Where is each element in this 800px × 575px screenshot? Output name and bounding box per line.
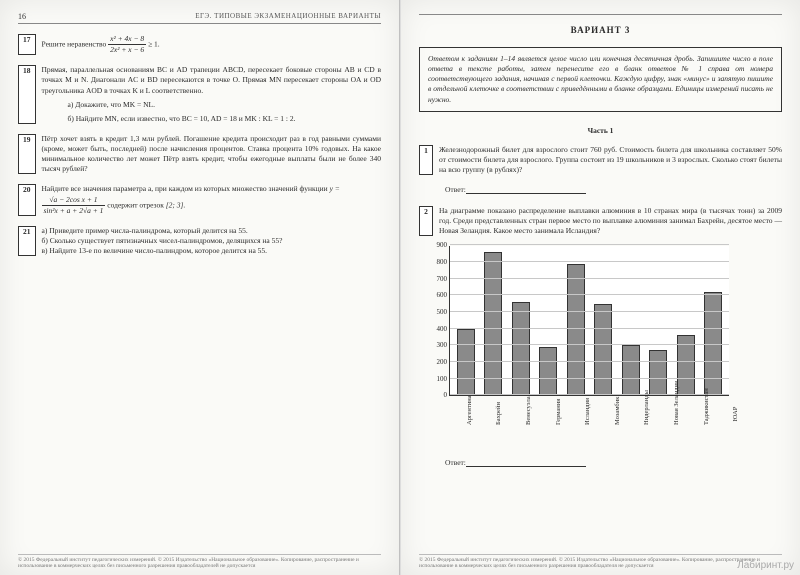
part-title: Часть 1: [419, 126, 782, 135]
fraction: √a − 2cos x + 1 sin²x + a + 2√a + 1: [42, 195, 106, 216]
numerator: √a − 2cos x + 1: [42, 195, 106, 206]
gridline: 400: [450, 328, 729, 329]
y-tick-label: 300: [437, 341, 451, 349]
y-tick-label: 600: [437, 291, 451, 299]
gridline: 300: [450, 344, 729, 345]
right-page: ВАРИАНТ 3 Ответом к заданиям 1–14 являет…: [400, 0, 800, 575]
task-18: 18 Прямая, параллельная основаниям BC и …: [18, 65, 381, 124]
task-lead: Решите неравенство: [42, 39, 109, 48]
right-header: [419, 12, 782, 15]
task-num: 2: [419, 206, 433, 236]
y-tick-label: 500: [437, 308, 451, 316]
task-num: 1: [419, 145, 433, 175]
task-lead: Найдите все значения параметра a, при ка…: [42, 184, 330, 193]
watermark: Лабиринт.ру: [737, 560, 794, 571]
page-number: 16: [18, 12, 26, 21]
task-tail: ≥ 1.: [148, 39, 160, 48]
y-tick-label: 100: [437, 375, 451, 383]
task-body: На диаграмме показано распределение выпл…: [439, 206, 782, 236]
task-17: 17 Решите неравенство x² + 4x − 8 2x² + …: [18, 34, 381, 55]
y-tick-label: 0: [444, 391, 451, 399]
answer-line-2: Ответ:: [445, 458, 782, 467]
gridline: 700: [450, 278, 729, 279]
task-num: 19: [18, 134, 36, 175]
task-num: 18: [18, 65, 36, 124]
task-2: 2 На диаграмме показано распределение вы…: [419, 206, 782, 236]
task-21: 21 а) Приведите пример числа-палиндрома,…: [18, 226, 381, 256]
y-tick-label: 900: [437, 241, 451, 249]
tail1: содержит отрезок: [107, 200, 165, 209]
answer-label: Ответ:: [445, 185, 466, 194]
subtask-a: а) Докажите, что MK = NL.: [68, 100, 382, 110]
task-body: Найдите все значения параметра a, при ка…: [42, 184, 382, 215]
plot-area: 0 100 200 300 400 500 600 700 800 900: [449, 246, 729, 396]
subtask-b: б) Найдите MN, если известно, что BC = 1…: [68, 114, 382, 124]
task-num: 21: [18, 226, 36, 256]
gridline: 800: [450, 261, 729, 262]
right-footer: © 2015 Федеральный институт педагогическ…: [419, 554, 782, 569]
bar: [512, 302, 530, 395]
instruction-box: Ответом к заданиям 1–14 является целое ч…: [419, 47, 782, 112]
gridline: 600: [450, 294, 729, 295]
header-text: ЕГЭ. ТИПОВЫЕ ЭКЗАМЕНАЦИОННЫЕ ВАРИАНТЫ: [195, 12, 381, 21]
bar: [539, 347, 557, 395]
fraction: x² + 4x − 8 2x² + x − 6: [108, 34, 146, 55]
y-eq: y =: [330, 184, 340, 193]
y-tick-label: 700: [437, 275, 451, 283]
blank-line: [466, 459, 586, 467]
task-text: Прямая, параллельная основаниям BC и AD …: [42, 65, 382, 95]
task-1: 1 Железнодорожный билет для взрослого ст…: [419, 145, 782, 175]
task-body: а) Приведите пример числа-палиндрома, ко…: [42, 226, 382, 256]
y-tick-label: 800: [437, 258, 451, 266]
bar: [649, 350, 667, 395]
variant-title: ВАРИАНТ 3: [419, 25, 782, 35]
numerator: x² + 4x − 8: [108, 34, 146, 45]
blank-line: [466, 186, 586, 194]
y-tick-label: 200: [437, 358, 451, 366]
subtask-a: а) Приведите пример числа-палиндрома, ко…: [42, 226, 382, 236]
y-tick-label: 400: [437, 325, 451, 333]
task-19: 19 Пётр хочет взять в кредит 1,3 млн руб…: [18, 134, 381, 175]
task-num: 17: [18, 34, 36, 55]
bar: [484, 252, 502, 395]
bar: [457, 329, 475, 396]
bar: [594, 304, 612, 396]
left-header: 16 ЕГЭ. ТИПОВЫЕ ЭКЗАМЕНАЦИОННЫЕ ВАРИАНТЫ: [18, 12, 381, 24]
left-footer: © 2015 Федеральный институт педагогическ…: [18, 554, 381, 569]
answer-line-1: Ответ:: [445, 185, 782, 194]
task-num: 20: [18, 184, 36, 215]
gridline: 200: [450, 361, 729, 362]
left-page: 16 ЕГЭ. ТИПОВЫЕ ЭКЗАМЕНАЦИОННЫЕ ВАРИАНТЫ…: [0, 0, 400, 575]
gridline: 500: [450, 311, 729, 312]
segment: [2; 3].: [166, 200, 186, 209]
task-body: Решите неравенство x² + 4x − 8 2x² + x −…: [42, 34, 382, 55]
gridline: 100: [450, 378, 729, 379]
denominator: sin²x + a + 2√a + 1: [42, 206, 106, 216]
gridline: 0: [450, 394, 729, 395]
task-20: 20 Найдите все значения параметра a, при…: [18, 184, 381, 215]
x-labels: АргентинаБахрейнВенесуэлаГерманияИсланди…: [449, 398, 749, 438]
bars-container: [450, 246, 729, 395]
bar: [622, 345, 640, 395]
task-body: Прямая, параллельная основаниям BC и AD …: [42, 65, 382, 124]
gridline: 900: [450, 244, 729, 245]
x-tick-label: ЮАР: [732, 403, 772, 425]
answer-label: Ответ:: [445, 458, 466, 467]
subtask-c: в) Найдите 13-е по величине число-палинд…: [42, 246, 382, 256]
task-body: Железнодорожный билет для взрослого стои…: [439, 145, 782, 175]
bar-chart: 0 100 200 300 400 500 600 700 800 900 АргентинаБа…: [449, 246, 749, 438]
task-body: Пётр хочет взять в кредит 1,3 млн рублей…: [42, 134, 382, 175]
subtask-b: б) Сколько существует пятизначных чисел-…: [42, 236, 382, 246]
bar: [567, 264, 585, 396]
denominator: 2x² + x − 6: [108, 45, 146, 55]
